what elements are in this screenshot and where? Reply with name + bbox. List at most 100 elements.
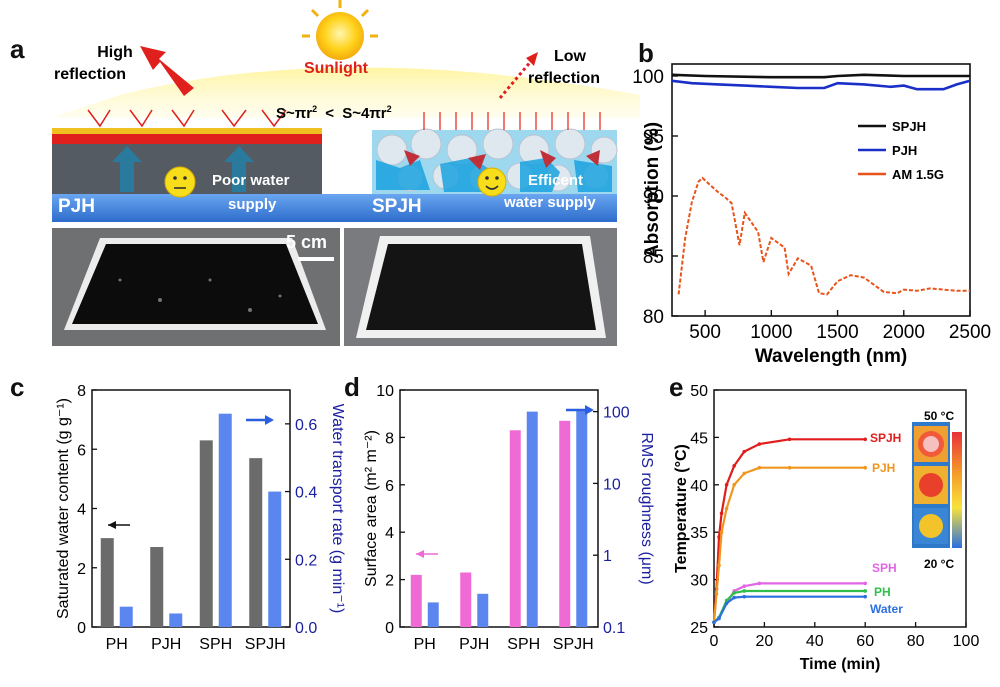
- y-tick-label-right-d: 10: [603, 476, 621, 493]
- bar-left-spjh: [249, 458, 263, 627]
- pjh-absorber-layer: [52, 134, 322, 144]
- legend-label-b: SPJH: [892, 119, 926, 134]
- data-point-ph: [863, 589, 867, 593]
- x-axis-label-b: Wavelength (nm): [755, 346, 907, 367]
- series-label-sph: SPH: [872, 561, 897, 575]
- data-point-pjh: [717, 563, 721, 568]
- y-tick-label-b: 85: [643, 247, 664, 268]
- x-tick-label-b: 2500: [949, 322, 991, 343]
- y-tick-label-right-d: 1: [603, 548, 612, 565]
- y-tick-label-b: 95: [643, 127, 664, 148]
- x-tick-label-d: SPH: [507, 636, 540, 653]
- bar-left-ph: [100, 538, 114, 627]
- y-axis-label-e: Temperature (°C): [673, 444, 690, 573]
- x-tick-label-b: 500: [689, 322, 721, 343]
- panel-a: [50, 0, 640, 346]
- x-axis-label-e: Time (min): [800, 656, 881, 673]
- y-tick-label-right-c: 0.6: [295, 417, 317, 434]
- bar-left-pjh: [150, 547, 164, 627]
- series-label-spjh: SPJH: [870, 431, 901, 445]
- chart-d: 0 2 4 6 8 10 0.1 1 10 100 PH PJH SPH SPJH Surface area…: [363, 383, 655, 653]
- x-tick-label-e: 100: [953, 633, 980, 650]
- y-tick-label-e: 45: [690, 430, 708, 447]
- y-tick-label-e: 30: [690, 573, 708, 590]
- plot-frame-b: [671, 63, 971, 317]
- bar-right-pjh: [169, 613, 183, 627]
- bar-left-sph: [199, 440, 213, 627]
- spjh-photo-sample: [366, 244, 596, 330]
- x-tick-label-b: 1500: [816, 322, 858, 343]
- data-point-pjh: [787, 465, 792, 470]
- plot-frame-d: [399, 389, 599, 628]
- x-tick-label-d: PJH: [459, 636, 489, 653]
- y-axis-label-d: Surface area (m² m⁻²): [363, 430, 380, 587]
- y-tick-label-right-c: 0.0: [295, 620, 317, 637]
- series-line-spjh: [712, 438, 866, 623]
- bar-right-ph: [119, 606, 133, 627]
- data-point-spjh: [724, 483, 729, 487]
- spjh-structure: [372, 112, 618, 197]
- series-line-pjh: [671, 79, 971, 91]
- bar-right-sph: [218, 413, 232, 627]
- left-axis-arrowhead-icon: [416, 550, 424, 558]
- x-tick-label-d: SPJH: [553, 636, 594, 653]
- plot-frame-e: [713, 389, 967, 628]
- sun-icon: [302, 0, 378, 60]
- panel-letter-d: d: [344, 372, 360, 402]
- sunlight-glow: [50, 67, 640, 118]
- x-tick-label-e: 40: [806, 633, 824, 650]
- chart-c: 0 2 4 6 8 0.0 0.2 0.4 0.6 PH PJH SPH SPJH Saturated w…: [55, 383, 346, 653]
- x-tick-label-b: 1000: [750, 322, 792, 343]
- data-point-spjh: [719, 511, 724, 516]
- legend-label-b: AM 1.5G: [892, 167, 944, 182]
- y-tick-label-right-d: 0.1: [603, 620, 625, 637]
- bar-left-spjh: [559, 420, 571, 627]
- y-tick-label-e: 25: [690, 620, 708, 637]
- y-tick-label-c: 0: [77, 620, 86, 637]
- data-point-pjh: [757, 465, 762, 470]
- thermal-inset: [912, 422, 962, 548]
- series-line-water: [713, 595, 866, 624]
- data-point-spjh: [717, 535, 721, 539]
- y-tick-label-c: 8: [77, 383, 86, 400]
- x-tick-label-c: SPH: [199, 636, 232, 653]
- pjh-ray-icons: [87, 109, 287, 128]
- x-tick-label-e: 80: [907, 633, 925, 650]
- left-axis-arrowhead-icon: [108, 521, 116, 529]
- series-label-ph: PH: [874, 585, 891, 599]
- data-point-spjh: [863, 437, 867, 442]
- inset-label-top: 50 °C: [924, 409, 954, 423]
- y-tick-label-b: 80: [643, 307, 664, 328]
- panel-letter-c: c: [10, 372, 25, 402]
- series-line-spjh: [671, 73, 970, 79]
- pjh-top-yellow: [52, 128, 322, 134]
- y-axis-label-c: Saturated water content (g g⁻¹): [55, 398, 72, 619]
- y-tick-label-d: 6: [385, 478, 394, 495]
- data-point-pjh: [719, 530, 724, 534]
- series-line-sph: [713, 582, 866, 624]
- data-point-sph: [742, 584, 747, 589]
- y-tick-label-e: 50: [690, 383, 708, 400]
- bar-right-spjh: [576, 410, 588, 627]
- smiley-icon: [164, 166, 196, 198]
- y-tick-label-b: 100: [632, 67, 664, 88]
- y-tick-label-c: 2: [77, 561, 86, 578]
- data-point-sph: [863, 581, 867, 586]
- series-label-water: Water: [870, 602, 903, 616]
- x-tick-label-c: PJH: [151, 636, 181, 653]
- data-point-ph: [732, 591, 736, 595]
- y-tick-label-d: 2: [385, 573, 394, 590]
- y-tick-label-d: 8: [385, 430, 394, 447]
- data-point-spjh: [732, 464, 736, 468]
- legend-label-b: PJH: [892, 143, 917, 158]
- y-tick-label-e: 35: [690, 525, 708, 542]
- y-axis-label-right-c: Water transport rate (g min⁻¹): [329, 404, 346, 614]
- data-point-spjh: [742, 449, 747, 454]
- panel-letter-a: a: [10, 34, 25, 64]
- chart-e: 25 30 35 40 45 50 0 20 40 60 80 100 Time (min) Temper…: [673, 383, 979, 673]
- panel-letter-e: e: [669, 372, 684, 402]
- x-tick-label-d: PH: [414, 636, 436, 653]
- y-axis-label-b: Absorption (%): [642, 122, 663, 258]
- y-tick-label-e: 40: [690, 478, 708, 495]
